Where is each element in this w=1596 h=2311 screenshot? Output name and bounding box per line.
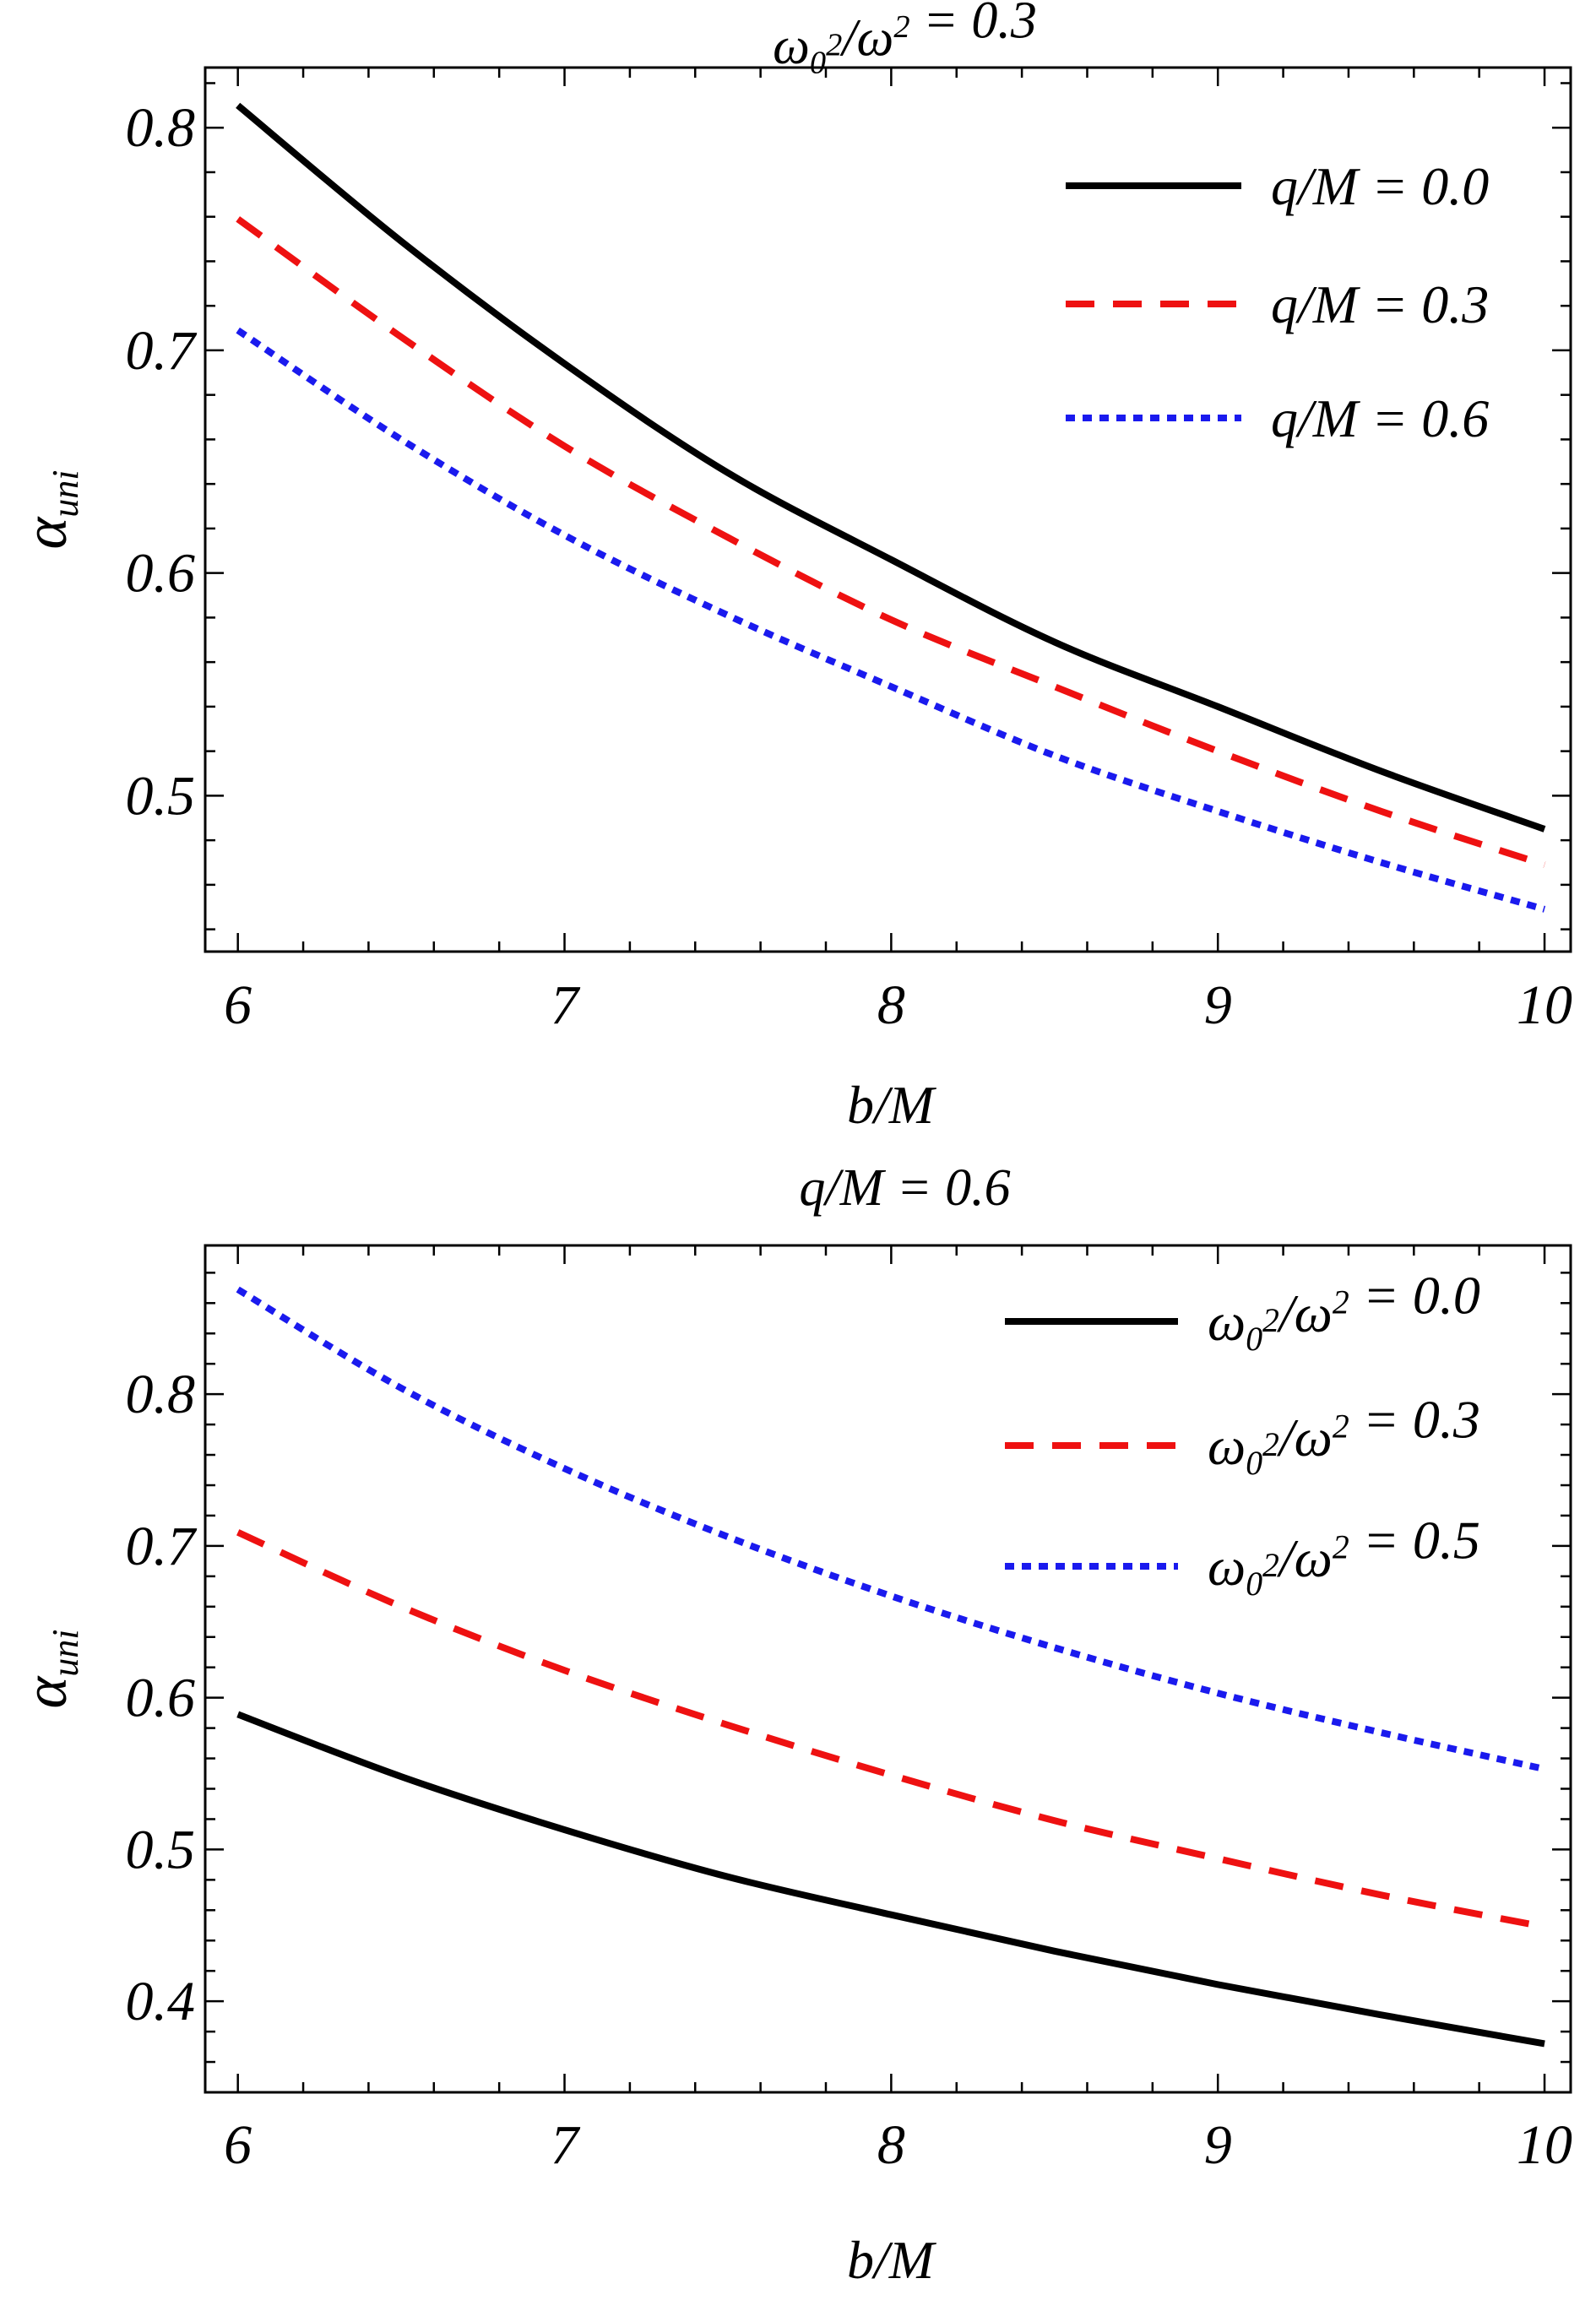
y-axis-label-text: αuni (12, 1629, 86, 1708)
x-tick-label: 8 (877, 2114, 905, 2176)
series-line (236, 1529, 1545, 1930)
y-tick-label: 0.5 (126, 1819, 196, 1880)
y-tick-label: 0.7 (126, 1516, 198, 1577)
series-2 (236, 216, 1546, 868)
legend-label: ω02/ω2 = 0.0 (1208, 1265, 1480, 1358)
x-tick-label: 6 (224, 2114, 252, 2176)
x-tick-label: 10 (1517, 2114, 1572, 2176)
legend-label: ω02/ω2 = 0.3 (1208, 1389, 1480, 1482)
y-tick-label: 0.8 (126, 97, 196, 159)
x-axis-label: b/M (847, 1075, 937, 1135)
x-axis-ticks (236, 68, 1546, 952)
y-axis-label-text: αuni (12, 469, 86, 549)
series-line (236, 216, 1546, 868)
y-tick-label: 0.5 (126, 765, 196, 827)
y-tick-label: 0.8 (126, 1364, 196, 1425)
x-tick-label: 10 (1517, 974, 1572, 1036)
chart-title: q/M = 0.6 (799, 1159, 1010, 1217)
chart-2: q/M = 0.6 6 7 8 9 10 0.4 0.5 0.6 0.7 0.8 b/M αuni ω02… (12, 1159, 1572, 2290)
plot-frame (204, 66, 1572, 953)
legend-label: q/M = 0.3 (1271, 274, 1489, 334)
x-tick-label: 6 (224, 974, 252, 1036)
x-axis-ticks (236, 1245, 1546, 2092)
x-tick-label: 7 (551, 2114, 581, 2176)
legend-label: q/M = 0.0 (1271, 156, 1489, 216)
series-1 (236, 102, 1546, 833)
legend-label: q/M = 0.6 (1271, 388, 1489, 448)
x-tick-label: 9 (1204, 2114, 1232, 2176)
chart-1: ω02/ω2 = 0.3 6 7 8 9 10 0.5 0.6 0.7 0.8 b/M αuni q/M… (12, 0, 1572, 1135)
series-3 (236, 327, 1546, 913)
y-axis-label: αuni (12, 469, 86, 549)
series-line (236, 102, 1546, 833)
series-line (236, 1286, 1545, 1773)
series-2 (236, 1529, 1545, 1930)
x-tick-label: 8 (877, 974, 905, 1036)
x-tick-label: 7 (551, 974, 581, 1036)
y-axis-ticks (205, 1272, 1571, 2094)
y-axis-label: αuni (12, 1629, 86, 1708)
chart-title: ω02/ω2 = 0.3 (773, 0, 1037, 81)
y-tick-label: 0.4 (126, 1971, 196, 2032)
legend-label: ω02/ω2 = 0.5 (1208, 1510, 1480, 1603)
series-line (236, 327, 1546, 913)
y-tick-label: 0.6 (126, 543, 196, 605)
y-tick-label: 0.6 (126, 1668, 196, 1729)
series-line (236, 1711, 1545, 2048)
x-axis-label: b/M (847, 2230, 937, 2290)
y-axis-ticks (205, 82, 1571, 930)
series-1 (236, 1711, 1545, 2048)
y-tick-label: 0.7 (126, 320, 198, 382)
series-3 (236, 1286, 1545, 1773)
x-tick-label: 9 (1204, 974, 1232, 1036)
plot-frame (204, 1244, 1572, 2094)
